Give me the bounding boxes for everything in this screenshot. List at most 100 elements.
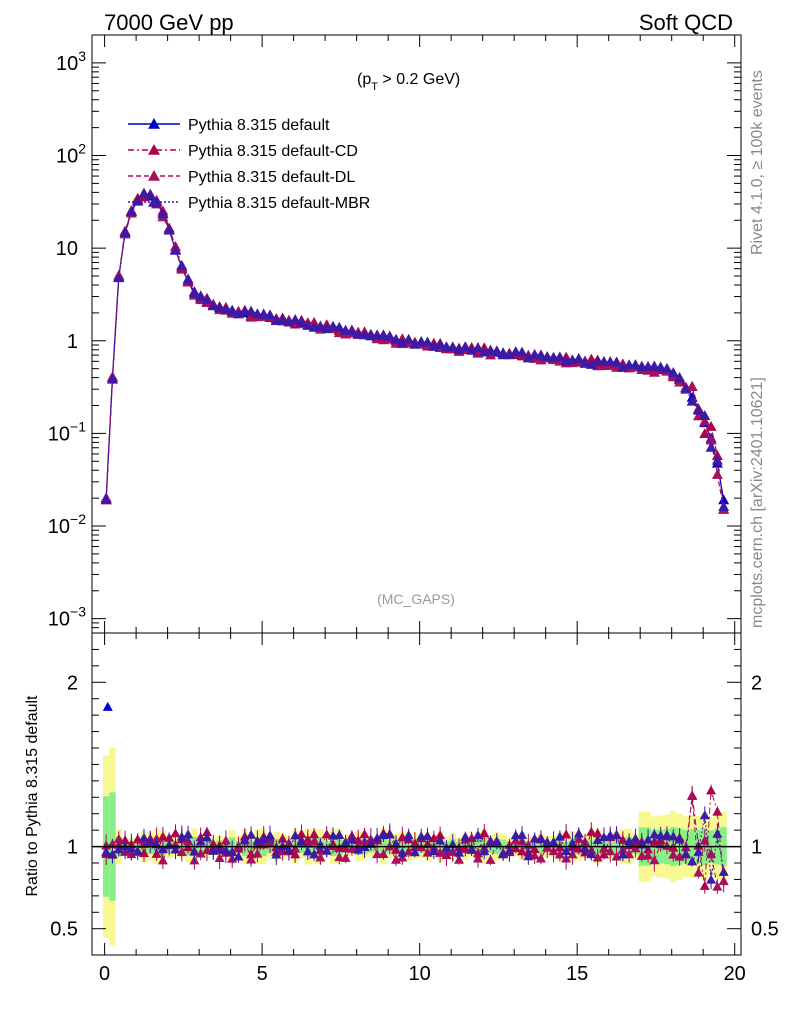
series-marker [296,316,308,327]
y-tick-label: 10−1 [48,418,86,445]
ratio-marker [384,841,395,851]
y-tick-label: 103 [56,48,86,75]
ratio-ylabel: Ratio to Pythia 8.315 default [24,695,41,897]
ratio-marker [649,855,660,865]
series-marker [434,339,446,349]
ratio-marker [472,853,483,863]
ratio-marker [214,844,225,854]
ratio-marker [353,844,364,854]
ratio-marker [107,849,118,859]
ratio-marker [265,830,276,840]
ratio-marker [718,866,729,876]
ratio-marker [220,845,231,855]
series-marker [327,320,339,331]
ratio-marker [523,851,534,861]
ratio-marker [466,844,477,854]
ratio-marker [157,844,168,854]
ratio-marker [718,876,729,886]
ratio-marker [687,790,698,800]
series-marker [245,305,257,316]
ratio-marker [485,854,496,864]
series-marker [491,345,503,356]
ratio-marker [328,841,339,851]
series-marker [113,272,125,283]
ratio-marker [643,834,654,844]
ratio-marker [706,874,717,884]
x-tick-label: 0 [99,963,110,985]
series-marker [384,330,396,341]
series-marker [144,189,156,200]
cut-label-prefix: (p [357,71,371,88]
ratio-marker [573,828,584,838]
ratio-marker [504,845,515,855]
ratio-marker [592,834,603,844]
ratio-marker [706,785,717,795]
ratio-marker [239,834,250,844]
series-marker [535,349,547,360]
ratio-marker [359,829,370,839]
cut-label-sub: T [371,81,378,93]
legend-label: Pythia 8.315 default-MBR [188,195,370,212]
series-marker [711,454,723,465]
ratio-marker [668,849,679,859]
ratio-marker [309,849,320,859]
ratio-marker [554,831,565,841]
ratio-marker [706,848,717,858]
ratio-marker [699,810,710,820]
ratio-marker [120,841,131,851]
series-marker [447,341,459,352]
ratio-marker [365,838,376,848]
series-marker [699,410,711,421]
series-marker [516,346,528,357]
series-marker [333,321,345,332]
ratio-marker [535,834,546,844]
series-marker [718,494,730,505]
side-top-text: Rivet 4.1.0, ≥ 100k events [749,70,766,255]
series-marker [648,360,660,371]
series-marker [453,344,465,355]
ratio-marker [535,853,546,863]
ratio-marker [517,846,528,856]
series-marker [403,333,415,344]
ratio-marker [220,835,231,845]
series-marker [390,333,402,344]
series-marker [176,259,188,270]
series-marker [718,501,730,511]
series-marker [182,273,194,284]
ratio-marker [170,828,181,838]
series-marker [220,304,232,314]
ratio-marker [472,830,483,840]
ratio-marker [617,849,628,859]
series-marker [466,344,478,355]
series-marker [680,383,692,394]
ratio-marker [699,880,710,890]
series-marker [188,287,200,298]
ratio-marker [145,836,156,846]
series-marker [699,415,711,426]
series-marker [503,348,515,359]
ratio-frame [91,632,742,956]
ratio-marker [428,833,439,843]
ratio-marker [643,850,654,860]
series-marker [629,359,641,370]
series-marker [573,352,585,363]
series-marker [686,381,698,391]
series-marker [226,306,238,317]
series-marker [705,434,717,445]
cut-label-suffix: > 0.2 GeV) [378,71,460,88]
ratio-y-tick-label-right: 2 [751,672,762,694]
ratio-marker [346,843,357,853]
ratio-marker [409,847,420,857]
ratio-marker [302,846,313,856]
series-marker [554,351,566,362]
ratio-marker [157,831,168,841]
series-marker [705,441,717,452]
ratio-marker [227,846,238,856]
series-marker [699,428,711,439]
series-marker [302,319,314,330]
series-marker [711,469,723,479]
ratio-marker [561,845,572,855]
ratio-marker [661,829,672,839]
series-marker [617,361,629,372]
ratio-marker [183,829,194,839]
